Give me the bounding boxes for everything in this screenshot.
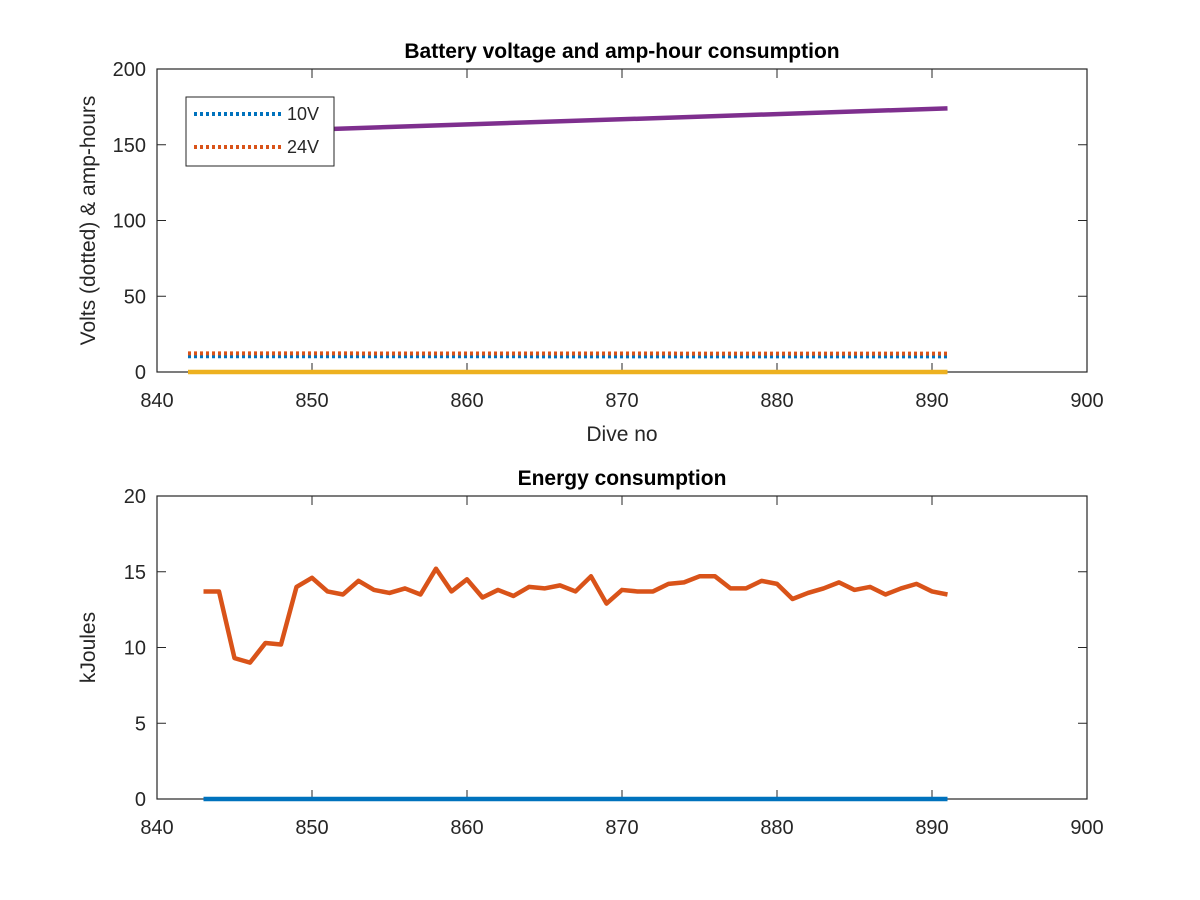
battery-xtick-label: 880 bbox=[760, 390, 793, 412]
legend-box bbox=[185, 96, 335, 167]
battery-xtick-label: 900 bbox=[1070, 390, 1103, 412]
energy-title: Energy consumption bbox=[518, 467, 727, 490]
energy-xtick-label: 860 bbox=[450, 817, 483, 839]
battery-ytick-label: 100 bbox=[113, 211, 146, 233]
energy-ytick-label: 0 bbox=[135, 789, 146, 811]
energy-xtick-label: 890 bbox=[915, 817, 948, 839]
legend-label-10V: 10V bbox=[287, 104, 319, 124]
energy-series-orange-line bbox=[203, 566, 948, 665]
energy-xtick-label: 870 bbox=[605, 817, 638, 839]
energy-xtick-label: 850 bbox=[295, 817, 328, 839]
energy-xtick-label: 880 bbox=[760, 817, 793, 839]
battery-title: Battery voltage and amp-hour consumption bbox=[404, 40, 839, 63]
battery-plot: 840 850 860 870 880 890 900 0 50 100 150 200 Battery… bbox=[77, 40, 1104, 446]
battery-ytick-label: 200 bbox=[113, 59, 146, 81]
energy-series-group bbox=[203, 566, 948, 802]
battery-xtick-label: 870 bbox=[605, 390, 638, 412]
energy-ytick-label: 10 bbox=[124, 638, 146, 660]
energy-xtick-label: 840 bbox=[140, 817, 173, 839]
battery-legend: 10V 24V bbox=[185, 96, 335, 167]
energy-xtick-label: 900 bbox=[1070, 817, 1103, 839]
energy-ytick-label: 20 bbox=[124, 486, 146, 508]
battery-xtick-label: 890 bbox=[915, 390, 948, 412]
energy-ytick-label: 5 bbox=[135, 713, 146, 735]
battery-xtick-label: 840 bbox=[140, 390, 173, 412]
battery-xtick-label: 860 bbox=[450, 390, 483, 412]
energy-plot: 840 850 860 870 880 890 900 0 5 10 15 20 Energy cons… bbox=[77, 467, 1104, 839]
battery-series-purple-line bbox=[311, 106, 948, 132]
battery-ylabel: Volts (dotted) & amp-hours bbox=[77, 96, 100, 346]
battery-ytick-label: 50 bbox=[124, 286, 146, 308]
battery-series-group bbox=[187, 106, 948, 375]
battery-xlabel: Dive no bbox=[586, 423, 657, 446]
battery-xtick-label: 850 bbox=[295, 390, 328, 412]
energy-ylabel: kJoules bbox=[77, 612, 100, 683]
battery-ytick-label: 150 bbox=[113, 135, 146, 157]
energy-ytick-label: 15 bbox=[124, 562, 146, 584]
energy-axes-box bbox=[156, 495, 1088, 800]
legend-label-24V: 24V bbox=[287, 137, 319, 157]
battery-ytick-label: 0 bbox=[135, 362, 146, 384]
